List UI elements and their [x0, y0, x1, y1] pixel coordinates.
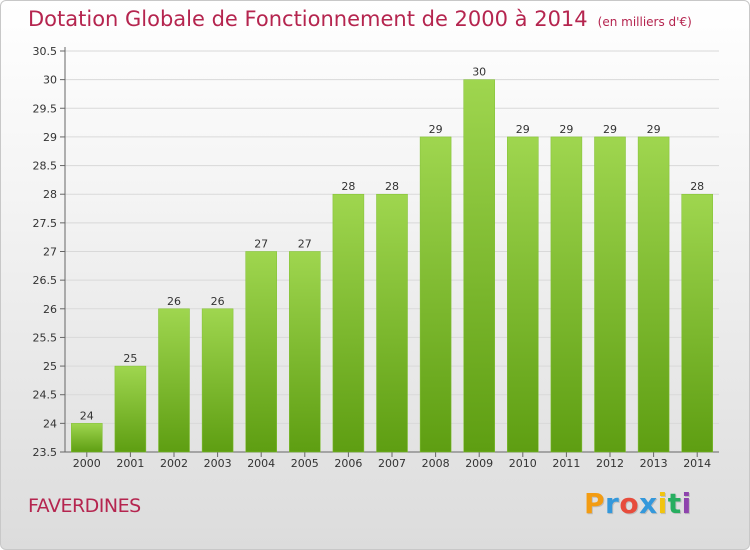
- value-label-2009: 30: [472, 66, 486, 79]
- value-label-2003: 26: [211, 295, 225, 308]
- x-tick-label-2002: 2002: [160, 457, 188, 470]
- x-tick-label-2009: 2009: [465, 457, 493, 470]
- value-label-2000: 24: [80, 409, 94, 422]
- y-tick-label: 30.5: [33, 45, 58, 58]
- bar-2001: [114, 365, 147, 453]
- value-label-2008: 29: [429, 123, 443, 136]
- x-tick-label-2006: 2006: [334, 457, 362, 470]
- x-tick-label-2008: 2008: [422, 457, 450, 470]
- y-tick-label: 25.5: [33, 331, 58, 344]
- x-tick-label-2001: 2001: [116, 457, 144, 470]
- bar-2011: [550, 136, 583, 453]
- logo-letter: x: [639, 487, 658, 520]
- value-label-2002: 26: [167, 295, 181, 308]
- bar-2005: [289, 251, 321, 453]
- value-labels: 24 25 26 26 27 27 28 28 29 30 29 29 29 29 28: [80, 66, 704, 423]
- value-label-2013: 29: [647, 123, 661, 136]
- bar-2000: [71, 423, 103, 453]
- y-tick-label: 26.5: [33, 274, 58, 287]
- y-tick-label: 29.5: [33, 102, 58, 115]
- value-label-2004: 27: [254, 238, 268, 251]
- logo-letter: o: [619, 487, 640, 520]
- y-tick-label: 27: [43, 246, 57, 259]
- bar-2003: [201, 308, 234, 453]
- chart-title: Dotation Globale de Fonctionnement de 20…: [28, 7, 588, 31]
- chart-title-block: Dotation Globale de Fonctionnement de 20…: [28, 7, 692, 31]
- value-label-2001: 25: [123, 352, 137, 365]
- commune-name: FAVERDINES: [28, 495, 141, 517]
- value-label-2006: 28: [341, 180, 355, 193]
- bar-2009: [463, 79, 495, 453]
- x-tick-labels: 2000 2001 2002 2003 2004 2005 2006 2007 2008 2009…: [73, 457, 711, 470]
- bar-2010: [507, 136, 539, 453]
- bar-2006: [332, 193, 365, 453]
- x-tick-label-2012: 2012: [596, 457, 624, 470]
- logo-letter: r: [605, 487, 620, 520]
- x-tick-label-2010: 2010: [509, 457, 537, 470]
- bar-2008: [419, 136, 452, 453]
- logo-letter: i: [681, 487, 692, 520]
- value-label-2011: 29: [559, 123, 573, 136]
- x-tick-label-2011: 2011: [552, 457, 580, 470]
- y-tick-label: 28.5: [33, 160, 58, 173]
- y-tick-label: 25: [43, 360, 57, 373]
- x-tick-label-2007: 2007: [378, 457, 406, 470]
- bars: [71, 79, 713, 453]
- logo-letter: P: [584, 487, 606, 520]
- value-label-2012: 29: [603, 123, 617, 136]
- bar-2004: [245, 251, 277, 453]
- x-tick-label-2000: 2000: [73, 457, 101, 470]
- y-tick-label: 24.5: [33, 389, 58, 402]
- bar-2007: [376, 193, 408, 453]
- x-tick-label-2014: 2014: [683, 457, 711, 470]
- logo-letter: i: [657, 487, 668, 520]
- value-label-2014: 28: [690, 180, 704, 193]
- y-tick-label: 24: [43, 417, 57, 430]
- y-tick-label: 26: [43, 303, 57, 316]
- bar-2014: [681, 193, 713, 453]
- y-tick-label: 27.5: [33, 217, 58, 230]
- y-tick-labels: 23.5 24 24.5 25 25.5 26 26.5 27 27.5 28 28.5 29 29.5…: [33, 45, 58, 459]
- x-tick-label-2005: 2005: [291, 457, 319, 470]
- bar-2012: [594, 136, 626, 453]
- x-tick-label-2004: 2004: [247, 457, 275, 470]
- logo-letter: t: [667, 487, 682, 520]
- proxiti-logo[interactable]: Proxiti: [584, 487, 692, 520]
- bar-2013: [637, 136, 670, 453]
- y-tick-label: 30: [43, 74, 57, 87]
- x-tick-label-2013: 2013: [640, 457, 668, 470]
- value-label-2007: 28: [385, 180, 399, 193]
- bar-2002: [158, 308, 190, 453]
- y-tick-label: 29: [43, 131, 57, 144]
- y-tick-label: 23.5: [33, 446, 58, 459]
- value-label-2005: 27: [298, 238, 312, 251]
- unit-note: (en milliers d'€): [597, 15, 692, 29]
- x-tick-label-2003: 2003: [204, 457, 232, 470]
- value-label-2010: 29: [516, 123, 530, 136]
- y-tick-label: 28: [43, 188, 57, 201]
